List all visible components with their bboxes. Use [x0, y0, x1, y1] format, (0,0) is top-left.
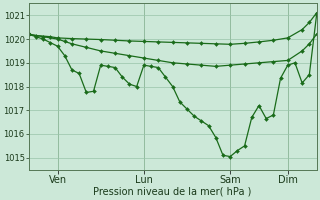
- X-axis label: Pression niveau de la mer( hPa ): Pression niveau de la mer( hPa ): [93, 187, 252, 197]
